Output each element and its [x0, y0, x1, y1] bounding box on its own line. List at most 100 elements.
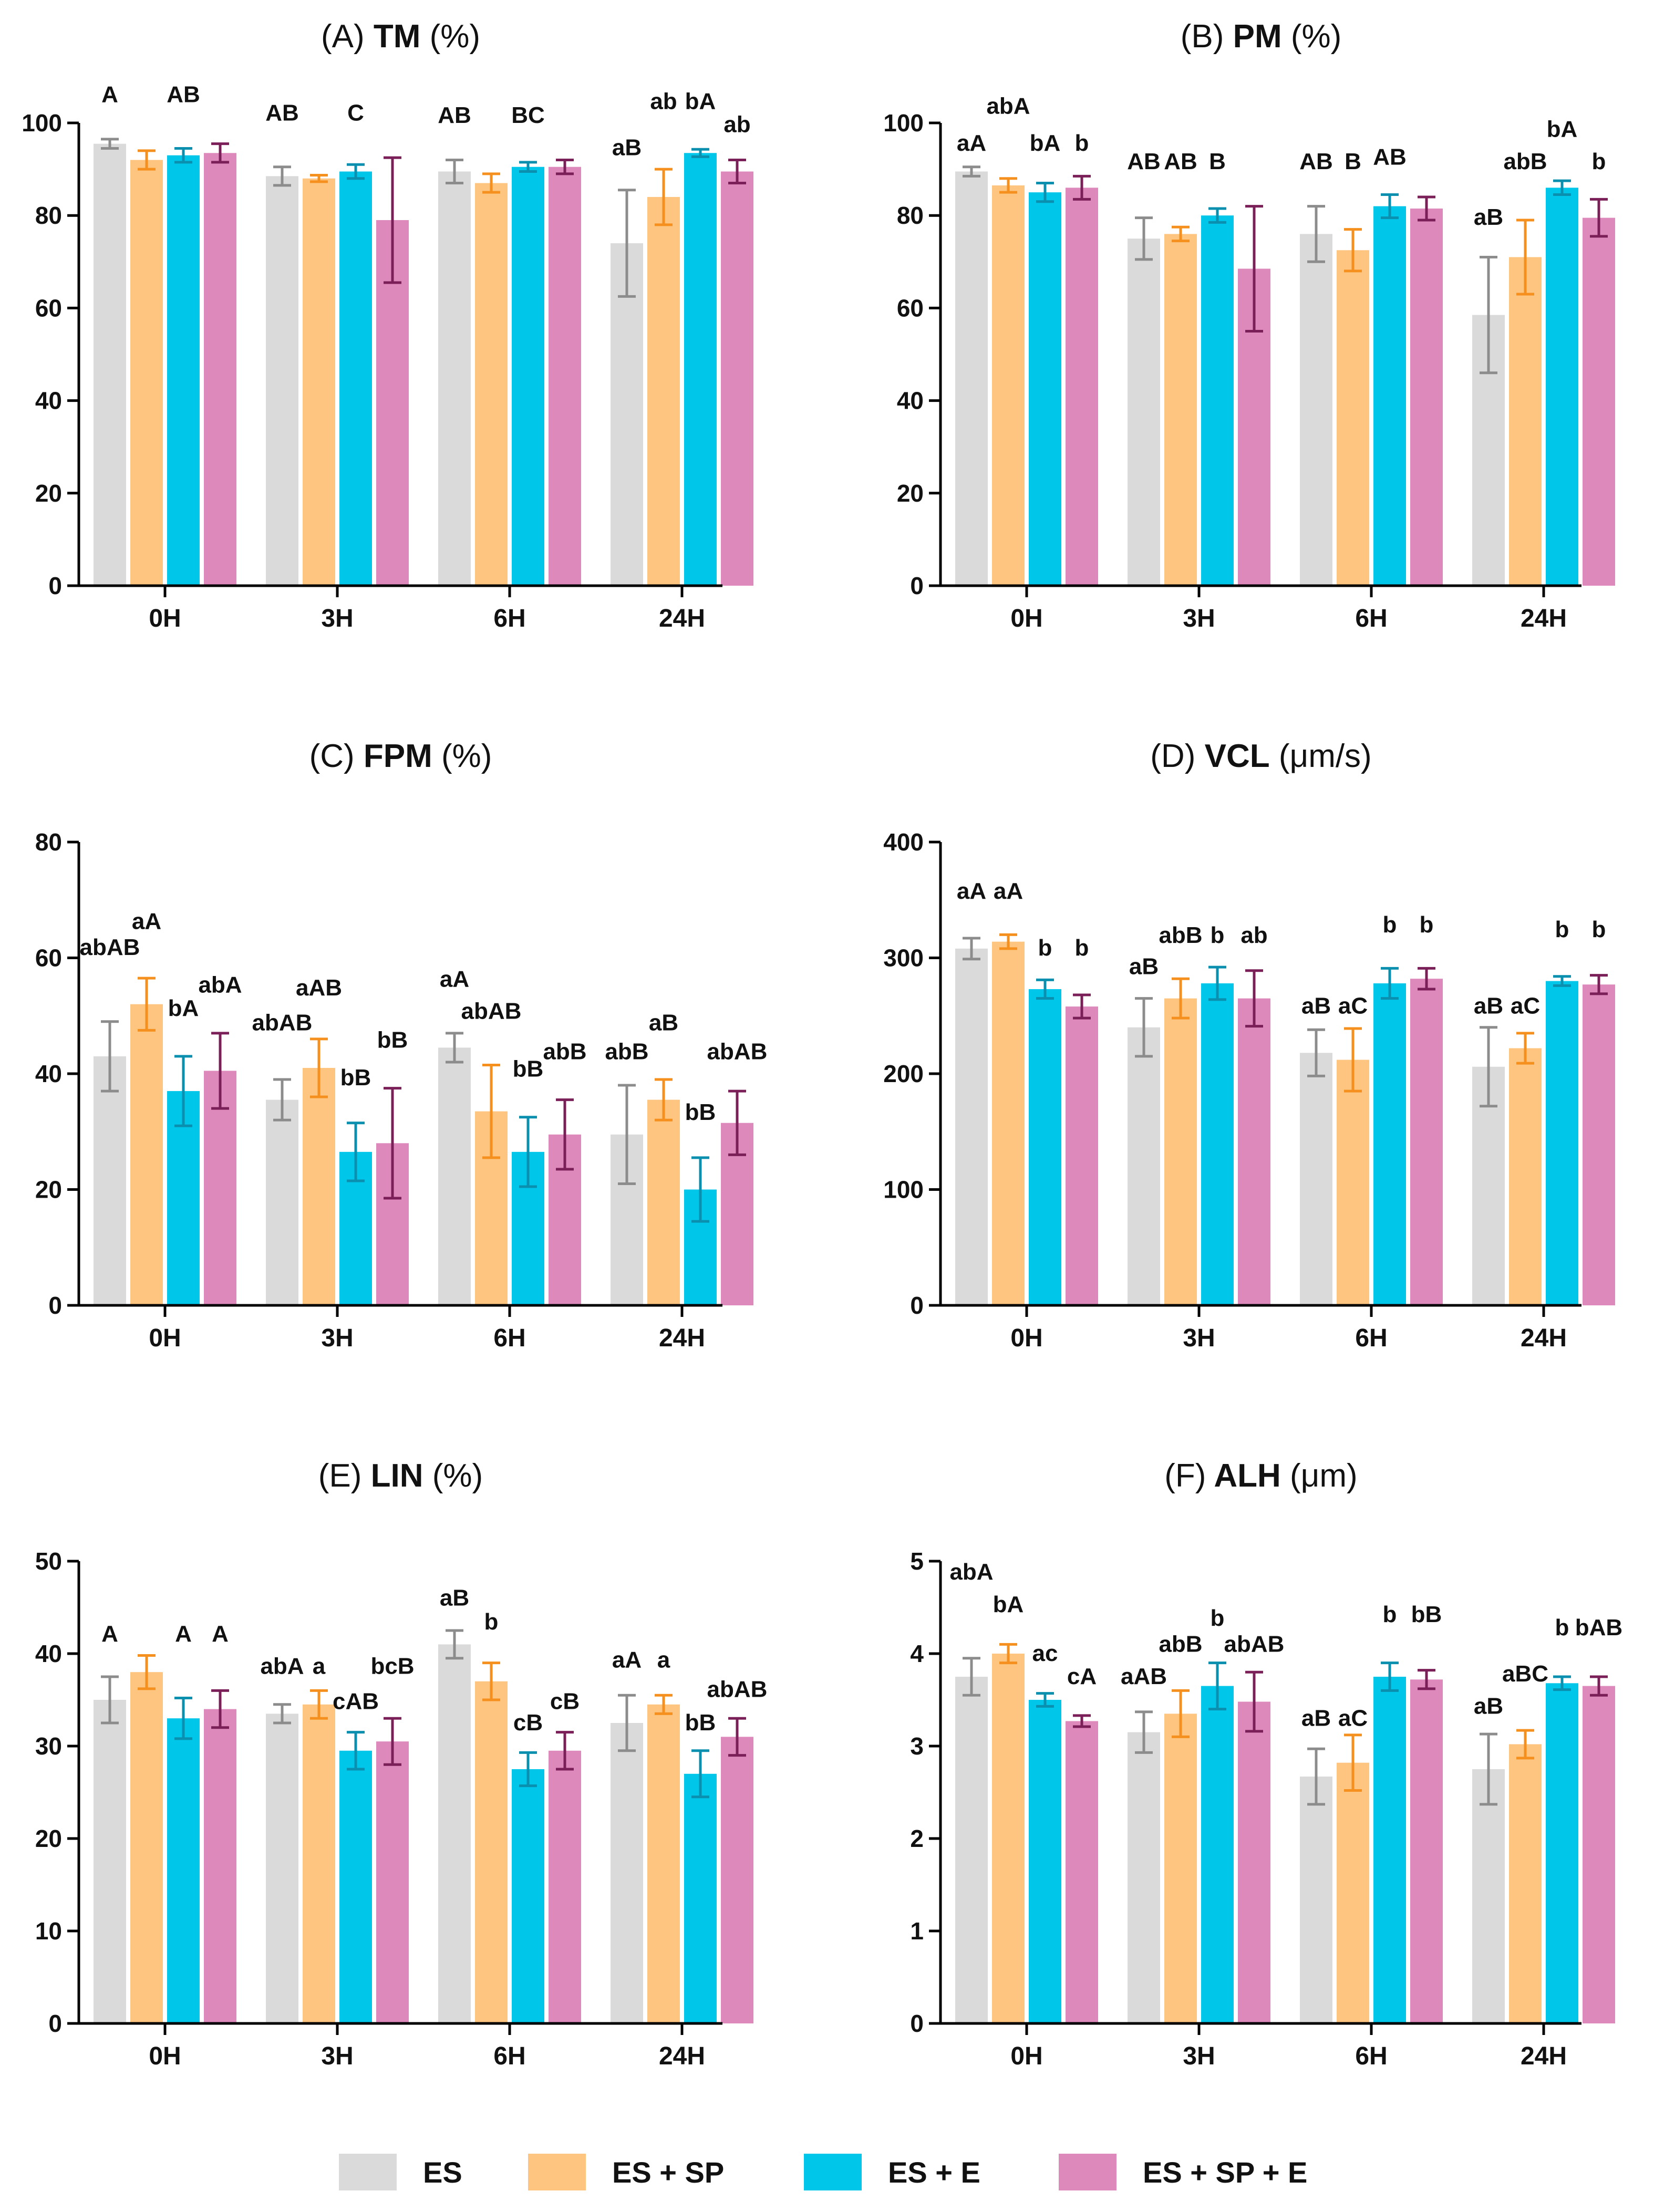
significance-label: bB	[685, 1099, 716, 1125]
bar-tm-6H-s1	[475, 183, 508, 586]
significance-label: bB	[685, 1710, 716, 1736]
x-tick-label: 3H	[321, 2042, 353, 2070]
error-bar	[347, 1121, 365, 1182]
bar-vcl-6H-s1	[1337, 1060, 1369, 1305]
legend-swatch	[804, 2154, 862, 2190]
significance-label: AB	[1127, 149, 1161, 174]
bar-lin-0H-s2	[167, 1718, 200, 2023]
significance-label: abA	[949, 1559, 993, 1585]
bar-pm-6H-s0	[1300, 234, 1332, 586]
bar-alh-24H-s2	[1546, 1683, 1578, 2023]
significance-label: aB	[1474, 204, 1503, 230]
error-bar	[101, 138, 119, 150]
bar-tm-6H-s0	[438, 171, 471, 586]
error-bar	[556, 158, 574, 175]
significance-label: bB	[340, 1065, 371, 1091]
title-unit: (%)	[420, 18, 480, 55]
error-bar	[728, 1089, 746, 1156]
significance-label: bA	[1030, 130, 1061, 156]
bar-vcl-3H-s1	[1164, 998, 1197, 1305]
significance-label: aAB	[1121, 1664, 1167, 1689]
significance-label: aA	[994, 878, 1023, 904]
bar-fpm-0H-s0	[94, 1056, 126, 1305]
error-bar	[519, 1116, 537, 1188]
x-tick-label: 6H	[493, 1324, 525, 1352]
legend-swatch	[1059, 2154, 1117, 2190]
significance-label: b	[1038, 935, 1052, 961]
error-bar	[384, 156, 401, 284]
error-bar	[211, 1032, 229, 1110]
significance-label: b	[1420, 912, 1434, 938]
significance-label: a	[657, 1647, 670, 1673]
bar-tm-0H-s0	[94, 143, 126, 586]
bar-vcl-6H-s3	[1410, 979, 1443, 1305]
error-bar	[310, 1689, 328, 1720]
y-tick-label: 20	[35, 1176, 62, 1203]
significance-label: ac	[1032, 1640, 1058, 1666]
significance-label: b	[1075, 935, 1089, 961]
y-tick-label: 0	[910, 572, 924, 599]
bar-pm-6H-s1	[1337, 250, 1369, 586]
significance-label: aB	[649, 1010, 678, 1035]
error-bar	[728, 158, 746, 185]
error-bar	[482, 172, 500, 194]
significance-label: aB	[1474, 993, 1503, 1019]
chart-title: (A) TM (%)	[321, 18, 480, 55]
error-bar	[655, 168, 673, 226]
y-tick-label: 300	[883, 944, 924, 972]
significance-label: C	[347, 100, 364, 126]
bar-alh-3H-s1	[1164, 1713, 1197, 2023]
significance-label: abA	[986, 93, 1030, 119]
title-metric: TM	[365, 18, 421, 55]
bar-tm-3H-s0	[266, 176, 298, 586]
significance-label: a	[313, 1654, 326, 1679]
chart-title: (F) ALH (μm)	[1164, 1458, 1357, 1494]
error-bar	[519, 1751, 537, 1788]
y-tick-label: 2	[910, 1825, 924, 1852]
bar-pm-3H-s2	[1201, 215, 1234, 586]
chart-title: (C) FPM (%)	[309, 738, 492, 774]
bar-lin-3H-s0	[266, 1713, 298, 2023]
significance-label: aB	[1301, 993, 1331, 1019]
error-bar	[691, 1156, 709, 1223]
error-bar	[446, 158, 463, 185]
significance-label: b	[1592, 917, 1606, 942]
error-bar	[1307, 205, 1325, 263]
bar-pm-3H-s0	[1128, 238, 1160, 586]
error-bar	[1381, 1661, 1399, 1692]
bar-fpm-3H-s0	[266, 1099, 298, 1305]
error-bar	[618, 1694, 636, 1752]
bar-alh-24H-s1	[1509, 1744, 1542, 2023]
significance-label: cB	[550, 1689, 580, 1715]
significance-label: A	[175, 1621, 192, 1647]
error-bar	[211, 142, 229, 164]
title-unit: (%)	[432, 738, 492, 774]
bar-lin-0H-s1	[130, 1672, 163, 2023]
bar-vcl-0H-s2	[1029, 989, 1061, 1305]
significance-label: aA	[440, 967, 469, 992]
error-bar	[556, 1098, 574, 1171]
title-unit: (μm/s)	[1270, 738, 1372, 774]
title-prefix: (D)	[1150, 738, 1195, 774]
bar-lin-6H-s2	[512, 1769, 544, 2023]
error-bar	[999, 1643, 1017, 1665]
significance-label: abAB	[461, 998, 522, 1024]
significance-label: abB	[1159, 922, 1202, 948]
significance-label: b	[484, 1609, 499, 1635]
error-bar	[310, 1037, 328, 1098]
bar-fpm-24H-s1	[647, 1099, 680, 1305]
y-tick-label: 400	[883, 828, 924, 856]
y-tick-label: 50	[35, 1548, 62, 1575]
significance-label: bA	[1547, 116, 1578, 142]
y-tick-label: 0	[910, 2010, 924, 2037]
chart-title: (B) PM (%)	[1181, 18, 1342, 55]
error-bar	[1036, 978, 1054, 1000]
error-bar	[138, 149, 156, 171]
error-bar	[1245, 205, 1263, 333]
x-tick-label: 24H	[1521, 1324, 1567, 1352]
error-bar	[138, 977, 156, 1032]
bar-alh-3H-s3	[1238, 1701, 1270, 2023]
bar-alh-0H-s1	[992, 1654, 1025, 2023]
significance-label: aA	[132, 908, 161, 934]
error-bar	[1307, 1747, 1325, 1806]
